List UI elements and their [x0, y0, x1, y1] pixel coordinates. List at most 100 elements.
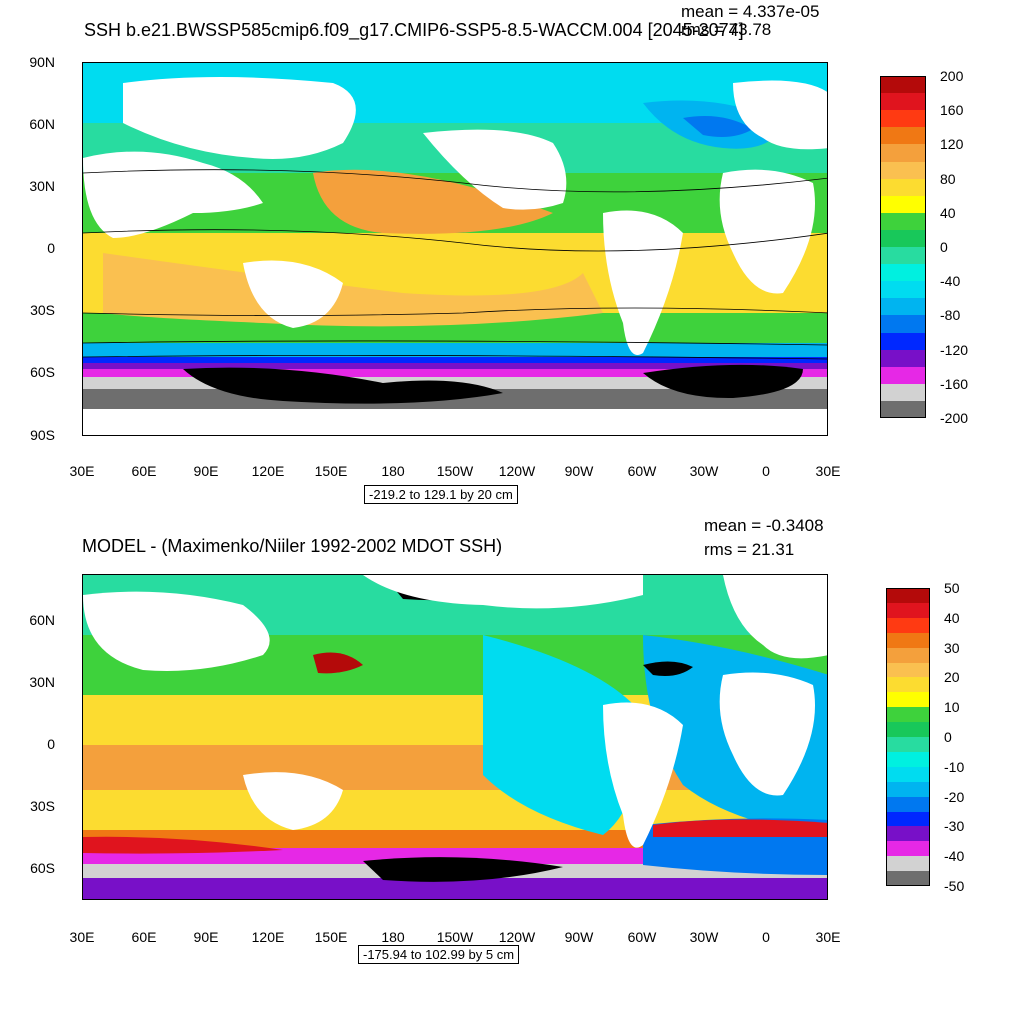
- top-colorbar-label: -200: [940, 410, 969, 426]
- bottom-colorbar-cell: [886, 677, 930, 693]
- bottom-lon-label: 60W: [627, 929, 657, 945]
- top-range-info: -219.2 to 129.1 by 20 cm: [364, 485, 518, 504]
- bottom-colorbar-cell: [886, 707, 930, 723]
- top-colorbar-label: -80: [940, 307, 961, 324]
- top-colorbar-cell: [880, 161, 926, 180]
- bottom-rms-value: rms = 21.31: [704, 540, 795, 559]
- top-lat-label: 0: [47, 240, 55, 256]
- top-lat-label: 90S: [30, 427, 55, 443]
- top-colorbar-cell: [880, 195, 926, 214]
- top-colorbar-cell: [880, 110, 926, 128]
- top-lon-label: 60E: [131, 463, 157, 479]
- top-colorbar-cell: [880, 144, 926, 162]
- bottom-plot-title: MODEL - (Maximenko/Niiler 1992-2002 MDOT…: [82, 536, 503, 556]
- bottom-colorbar-cell: [886, 602, 930, 619]
- bottom-lon-label: 150W: [436, 929, 474, 945]
- bottom-colorbar-cell: [886, 766, 930, 783]
- top-lon-label: 30E: [815, 463, 841, 479]
- bottom-colorbar: 50 40 30 20 10 0 -10 -20 -30 -40 -50: [886, 580, 964, 894]
- top-plot-title: SSH b.e21.BWSSP585cmip6.f09_g17.CMIP6-SS…: [84, 20, 744, 40]
- bottom-colorbar-cell: [886, 662, 930, 678]
- top-colorbar-label: 40: [940, 204, 956, 221]
- bottom-colorbar-label: 10: [944, 699, 960, 716]
- bottom-lon-label: 90E: [193, 929, 219, 945]
- top-mean-value: mean = 4.337e-05: [681, 2, 820, 21]
- top-lon-label: 30W: [689, 463, 719, 479]
- top-rms-value: rms = 73.78: [681, 20, 772, 39]
- top-colorbar-label: 200: [940, 68, 964, 84]
- bottom-colorbar-cell: [886, 841, 930, 857]
- bottom-colorbar-label: 20: [944, 669, 960, 686]
- bottom-ssh-difference-map: [82, 574, 828, 900]
- bottom-colorbar-cell: [886, 856, 930, 872]
- bottom-colorbar-cell: [886, 737, 930, 753]
- bottom-colorbar-cell: [886, 781, 930, 798]
- top-lon-label: 120W: [498, 463, 536, 479]
- bottom-colorbar-cell: [886, 722, 930, 738]
- bottom-lon-label: 30E: [69, 929, 95, 945]
- top-lat-label: 30S: [30, 302, 55, 318]
- bottom-lat-label: 30S: [30, 798, 55, 814]
- top-map-fill: [83, 63, 827, 435]
- top-colorbar-cell: [880, 127, 926, 145]
- bottom-lon-label: 30W: [689, 929, 719, 945]
- top-lat-label: 60S: [30, 364, 55, 380]
- bottom-lat-label: 60S: [30, 860, 55, 876]
- bottom-lon-label: 120W: [498, 929, 536, 945]
- bottom-colorbar-cell: [886, 588, 930, 604]
- top-lat-label: 60N: [29, 116, 55, 132]
- bottom-lon-label: 30E: [815, 929, 841, 945]
- top-colorbar-cell: [880, 264, 926, 282]
- bottom-range-info: -175.94 to 102.99 by 5 cm: [358, 945, 520, 964]
- bottom-lon-label: 90W: [564, 929, 594, 945]
- top-colorbar-cell: [880, 229, 926, 248]
- top-colorbar: 200 160 120 80 40 0 -40 -80 -120 -160 -200: [880, 68, 968, 426]
- top-lon-label: 180: [381, 463, 405, 479]
- bottom-map-fill: [83, 575, 827, 899]
- top-lon-label: 90E: [193, 463, 219, 479]
- top-colorbar-cell: [880, 212, 926, 231]
- bottom-colorbar-cell: [886, 692, 930, 708]
- bottom-lon-label: 150E: [314, 929, 348, 945]
- top-colorbar-cell: [880, 383, 926, 402]
- top-lat-label: 30N: [29, 178, 55, 194]
- bottom-colorbar-cell: [886, 617, 930, 634]
- top-colorbar-label: -160: [940, 375, 969, 392]
- top-colorbar-cell: [880, 366, 926, 385]
- bottom-mean-value: mean = -0.3408: [704, 516, 824, 535]
- bottom-lon-label: 0: [762, 929, 770, 945]
- bottom-lat-label: 30N: [29, 674, 55, 690]
- top-colorbar-cell: [880, 400, 926, 419]
- top-lon-label: 30E: [69, 463, 95, 479]
- bottom-colorbar-label: 50: [944, 580, 960, 596]
- top-colorbar-label: 160: [940, 102, 964, 119]
- top-lat-label: 90N: [29, 54, 55, 70]
- bottom-colorbar-cell: [886, 826, 930, 842]
- top-colorbar-cell: [880, 315, 926, 333]
- top-colorbar-label: -120: [940, 341, 969, 358]
- bottom-colorbar-cell: [886, 647, 930, 663]
- top-colorbar-cell: [880, 178, 926, 197]
- bottom-colorbar-cell: [886, 811, 930, 827]
- bottom-lon-label: 120E: [251, 929, 285, 945]
- top-colorbar-cell: [880, 76, 926, 94]
- bottom-lon-label: 180: [381, 929, 405, 945]
- top-ssh-map: [82, 62, 828, 436]
- top-lon-label: 0: [762, 463, 770, 479]
- top-colorbar-cell: [880, 349, 926, 368]
- top-colorbar-label: 80: [940, 170, 956, 187]
- top-lon-label: 150W: [436, 463, 474, 479]
- bottom-colorbar-cell: [886, 871, 930, 887]
- bottom-lat-label: 0: [47, 736, 55, 752]
- top-colorbar-cell: [880, 332, 926, 351]
- bottom-colorbar-label: 0: [944, 729, 952, 745]
- top-colorbar-label: 0: [940, 239, 948, 255]
- bottom-colorbar-label: -10: [944, 758, 965, 775]
- bottom-lon-label: 60E: [131, 929, 157, 945]
- bottom-colorbar-cell: [886, 751, 930, 768]
- top-colorbar-cell: [880, 298, 926, 316]
- bottom-colorbar-label: -50: [944, 878, 965, 894]
- bottom-lat-label: 60N: [29, 612, 55, 628]
- bottom-colorbar-cell: [886, 632, 930, 649]
- top-lon-label: 60W: [627, 463, 657, 479]
